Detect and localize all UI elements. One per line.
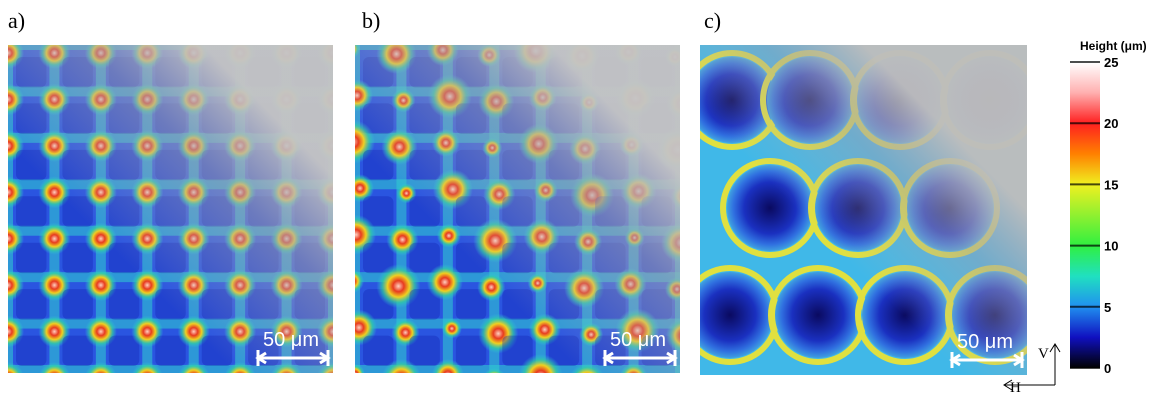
cell: [341, 382, 371, 399]
panel-label: b): [362, 8, 380, 33]
cell: [155, 382, 185, 399]
cell: [595, 382, 625, 399]
colorbar-tick-label: 5: [1104, 300, 1111, 315]
cell: [248, 382, 278, 399]
topography: [700, 45, 1027, 375]
cell: [363, 382, 393, 399]
colorbar: [1070, 62, 1100, 368]
images: 50 μm 50 μm 50 μm: [0, 29, 1042, 399]
scale-bar-label: 50 μm: [610, 329, 666, 351]
colorbar-tick-label: 25: [1104, 55, 1118, 70]
figure: a) b) c) 50 μm 50 μm 50 μm Height (μm) V H…: [0, 0, 1162, 399]
panel-label: c): [704, 8, 721, 33]
axis-h: H: [1010, 380, 1021, 396]
cell: [502, 382, 532, 399]
colorbar-tick-label: 20: [1104, 116, 1118, 131]
height-map: 50 μm: [0, 37, 371, 399]
height-map: 50 μm: [683, 45, 1042, 375]
cell: [642, 382, 672, 399]
cell: [109, 382, 139, 399]
peak: [670, 372, 690, 392]
topography: [8, 45, 333, 373]
scale-bar-label: 50 μm: [263, 329, 319, 351]
colorbar-tick-label: 15: [1104, 177, 1118, 192]
cell: [456, 382, 486, 399]
height-map: 50 μm: [331, 29, 718, 399]
cell: [16, 382, 46, 399]
cell: [62, 382, 92, 399]
colorbar-tick-label: 10: [1104, 239, 1118, 254]
cell: [688, 382, 718, 399]
cell: [409, 382, 439, 399]
colorbar-tick-label: 0: [1104, 361, 1111, 376]
panel-label: a): [8, 8, 25, 33]
cell: [295, 382, 325, 399]
cell: [202, 382, 232, 399]
axis-v: V: [1038, 346, 1049, 362]
colorbar-title: Height (μm): [1080, 39, 1147, 53]
scale-bar-label: 50 μm: [957, 331, 1013, 353]
topography: [355, 45, 680, 373]
cell: [549, 382, 579, 399]
